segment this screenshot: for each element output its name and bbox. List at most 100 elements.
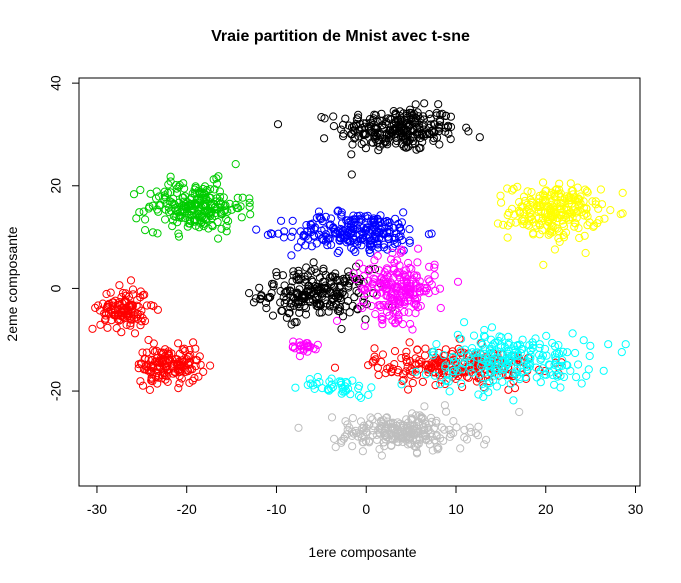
point-black — [298, 291, 307, 300]
point-blue — [397, 218, 406, 227]
point-cyan — [523, 362, 532, 371]
point-yellow — [570, 195, 579, 204]
point-black — [245, 289, 254, 298]
point-red — [161, 362, 171, 371]
point-green — [185, 216, 194, 225]
point-red — [117, 328, 126, 337]
point-gray — [405, 424, 414, 433]
point-red — [122, 320, 131, 329]
point-green — [132, 214, 141, 223]
point-red — [154, 357, 163, 366]
point-cyan — [484, 360, 494, 369]
point-yellow — [524, 205, 533, 214]
point-blue — [389, 223, 398, 233]
point-cyan — [356, 393, 365, 402]
series-magenta — [288, 244, 463, 361]
point-magenta — [395, 261, 404, 270]
point-magenta — [390, 296, 399, 305]
point-red — [106, 288, 115, 297]
point-red — [370, 344, 379, 353]
point-black — [286, 303, 295, 312]
point-cyan — [579, 336, 588, 345]
point-green — [206, 185, 215, 194]
point-magenta — [382, 287, 391, 296]
point-blue — [370, 218, 379, 227]
point-magenta — [371, 310, 380, 319]
point-gray — [359, 421, 368, 430]
x-tick-label: 20 — [538, 501, 554, 517]
point-black — [282, 313, 291, 322]
point-black — [309, 258, 318, 267]
point-yellow — [519, 220, 528, 229]
point-black — [396, 107, 405, 116]
point-magenta — [413, 303, 422, 312]
point-red — [175, 379, 184, 388]
series-green — [129, 160, 255, 243]
point-red — [413, 345, 422, 354]
point-red — [145, 385, 154, 394]
point-red — [134, 360, 143, 369]
point-gray — [417, 412, 426, 421]
point-yellow — [540, 191, 549, 200]
point-cyan — [492, 382, 501, 391]
point-black — [427, 126, 436, 135]
point-cyan — [455, 354, 464, 363]
point-red — [431, 381, 440, 390]
point-cyan — [479, 392, 488, 401]
point-red — [120, 307, 129, 316]
point-black — [378, 121, 387, 130]
point-cyan — [421, 370, 431, 379]
point-blue — [391, 214, 400, 223]
point-blue — [385, 218, 394, 227]
point-black — [403, 127, 412, 136]
point-cyan — [509, 396, 518, 405]
point-blue — [350, 235, 359, 245]
point-cyan — [367, 383, 376, 392]
point-magenta — [389, 294, 398, 304]
point-yellow — [566, 208, 575, 217]
point-magenta — [398, 286, 407, 295]
point-gray — [375, 445, 384, 454]
point-blue — [380, 218, 389, 227]
point-cyan — [428, 351, 438, 360]
point-green — [212, 179, 222, 188]
point-green — [172, 184, 181, 193]
point-blue — [335, 236, 344, 245]
point-red — [398, 370, 408, 379]
point-red — [330, 363, 340, 372]
point-red — [183, 352, 192, 361]
point-blue — [357, 241, 366, 250]
point-red — [132, 301, 141, 310]
point-cyan — [476, 348, 485, 357]
point-cyan — [494, 357, 503, 366]
point-yellow — [572, 213, 581, 222]
point-yellow — [618, 188, 627, 197]
point-black — [400, 135, 409, 144]
point-blue — [376, 211, 385, 220]
point-gray — [465, 423, 474, 432]
point-cyan — [444, 377, 453, 386]
point-cyan — [338, 384, 347, 393]
point-green — [213, 217, 222, 227]
point-red — [415, 356, 424, 365]
point-blue — [323, 241, 332, 250]
point-black — [369, 114, 378, 123]
point-magenta — [387, 255, 396, 264]
series-cyan — [291, 318, 630, 405]
point-green — [217, 209, 226, 219]
point-black — [337, 324, 346, 334]
point-green — [182, 209, 191, 218]
point-red — [142, 348, 151, 357]
point-blue — [379, 229, 388, 238]
point-magenta — [332, 316, 342, 325]
point-black — [365, 124, 374, 133]
point-green — [141, 226, 150, 235]
point-magenta — [360, 321, 369, 331]
point-magenta — [393, 256, 402, 265]
point-black — [269, 280, 278, 289]
point-yellow — [503, 221, 513, 230]
point-cyan — [545, 360, 554, 369]
point-yellow — [535, 219, 544, 228]
point-magenta — [401, 272, 410, 282]
